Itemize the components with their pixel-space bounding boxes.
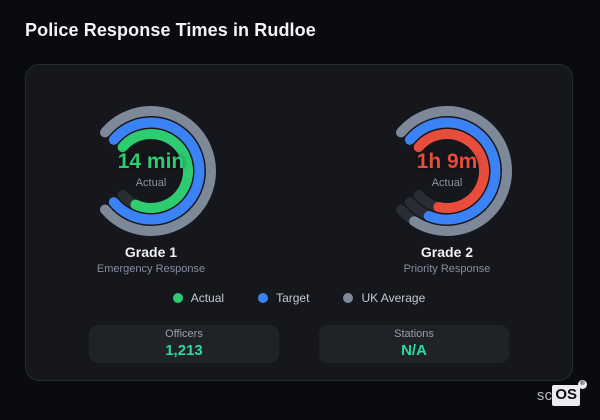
stat-officers-value: 1,213 [165, 341, 203, 359]
stats-row: Officers 1,213 Stations N/A [26, 325, 572, 363]
stat-stations-value: N/A [401, 341, 427, 359]
legend-item-actual: Actual [172, 291, 225, 305]
scos-logo-box: OS ® [552, 379, 587, 406]
chart-legend: Actual Target UK Average [26, 291, 572, 305]
gauge-grade-1: 14 min Actual Grade 1 Emergency Response [51, 101, 251, 275]
dashboard-card: 14 min Actual Grade 1 Emergency Response… [25, 64, 573, 381]
gauge-grade-2-rings [396, 106, 512, 236]
gauge-grade-2-title: Grade 2 [420, 244, 474, 260]
gauge-grade-2-value: 1h 9m [416, 149, 478, 173]
stat-card-officers: Officers 1,213 [89, 325, 279, 363]
gauge-grade-1-chart: 14 min Actual [81, 101, 221, 240]
scos-logo-suffix: OS [555, 385, 577, 403]
legend-item-uk-average: UK Average [343, 291, 425, 305]
gauge-grade-1-center-label: Actual [135, 176, 167, 189]
scos-logo: sc OS ® [536, 379, 587, 406]
legend-target-dot-icon [258, 293, 269, 303]
legend-target-label: Target [276, 291, 310, 305]
gauge-grade-1-rings [100, 106, 216, 236]
legend-uk-average-label: UK Average [361, 291, 426, 305]
registered-trademark-icon: ® [578, 379, 587, 389]
gauge-grade-2-subtitle: Priority Response [403, 263, 491, 275]
stat-officers-label: Officers [165, 327, 203, 340]
legend-item-target: Target [258, 291, 309, 305]
gauge-grade-2-chart: 1h 9m Actual [377, 101, 517, 240]
gauge-grade-2-center: 1h 9m Actual [417, 149, 478, 188]
page-title: Police Response Times in Rudloe [25, 20, 316, 40]
stat-stations-label: Stations [394, 327, 434, 340]
gauge-grade-1-subtitle: Emergency Response [96, 263, 206, 275]
gauge-grade-1-center: 14 min Actual [118, 149, 185, 188]
gauge-grade-1-value: 14 min [117, 149, 185, 173]
gauge-grade-2: 1h 9m Actual Grade 2 Priority Response [347, 101, 547, 275]
scos-logo-prefix: sc [536, 386, 553, 404]
gauge-grade-2-center-label: Actual [431, 176, 463, 189]
gauge-grade-1-title: Grade 1 [124, 244, 178, 260]
stat-card-stations: Stations N/A [319, 325, 509, 363]
legend-actual-label: Actual [190, 291, 225, 305]
legend-actual-dot-icon [172, 293, 183, 303]
gauge-row: 14 min Actual Grade 1 Emergency Response… [26, 101, 572, 275]
legend-uk-average-dot-icon [343, 293, 354, 303]
